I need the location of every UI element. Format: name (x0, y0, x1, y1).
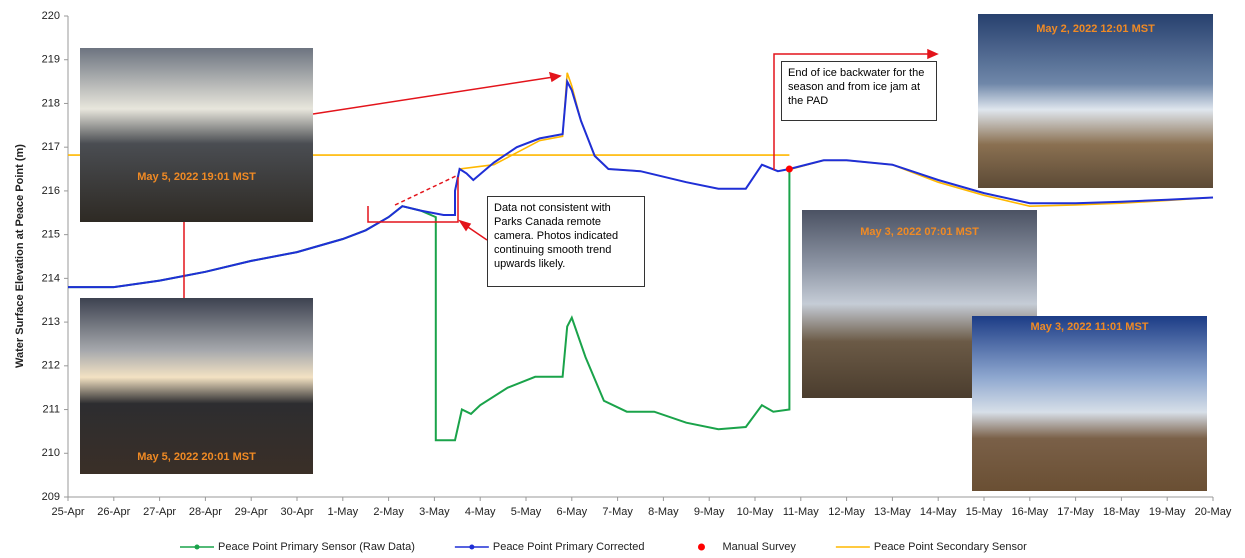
y-tick-label: 211 (42, 403, 60, 415)
legend-label: Peace Point Primary Corrected (493, 541, 645, 553)
photo-caption: May 2, 2022 12:01 MST (1036, 23, 1155, 35)
camera-photo (972, 316, 1207, 491)
x-tick-label: 16-May (1011, 506, 1048, 518)
x-tick-label: 26-Apr (97, 506, 130, 518)
x-tick-label: 17-May (1057, 506, 1094, 518)
y-tick-label: 212 (42, 360, 60, 372)
photo-caption: May 3, 2022 11:01 MST (1030, 321, 1148, 333)
camera-photo (80, 48, 313, 222)
x-tick-label: 28-Apr (189, 506, 222, 518)
x-tick-label: 4-May (465, 506, 496, 518)
x-tick-label: 5-May (511, 506, 542, 518)
x-tick-label: 15-May (966, 506, 1003, 518)
x-tick-label: 20-May (1195, 506, 1232, 518)
x-tick-label: 30-Apr (280, 506, 313, 518)
y-tick-label: 213 (42, 316, 60, 328)
y-tick-label: 209 (42, 491, 60, 503)
y-tick-label: 219 (42, 54, 60, 66)
y-tick-label: 218 (42, 97, 60, 109)
x-tick-label: 7-May (602, 506, 633, 518)
x-tick-label: 14-May (920, 506, 957, 518)
annotation: Data not consistent with Parks Canada re… (487, 196, 645, 287)
legend-marker (697, 543, 705, 551)
x-tick-label: 11-May (783, 506, 819, 518)
annotation: End of ice backwater for the season and … (781, 61, 937, 121)
x-tick-label: 13-May (874, 506, 911, 518)
legend-marker (469, 544, 475, 550)
legend-label: Peace Point Secondary Sensor (874, 541, 1027, 553)
legend-label: Peace Point Primary Sensor (Raw Data) (218, 541, 415, 553)
y-tick-label: 217 (42, 141, 60, 153)
data-point (785, 165, 793, 173)
x-tick-label: 8-May (648, 506, 679, 518)
y-tick-label: 214 (42, 272, 60, 284)
x-tick-label: 10-May (737, 506, 774, 518)
y-axis-title: Water Surface Elevation at Peace Point (… (14, 144, 26, 368)
x-tick-label: 9-May (694, 506, 725, 518)
x-tick-label: 29-Apr (235, 506, 268, 518)
photo-caption: May 5, 2022 19:01 MST (137, 171, 256, 183)
x-tick-label: 2-May (373, 506, 404, 518)
camera-photo (978, 14, 1213, 188)
x-tick-label: 1-May (328, 506, 359, 518)
x-tick-label: 27-Apr (143, 506, 176, 518)
x-tick-label: 3-May (419, 506, 450, 518)
x-tick-label: 18-May (1103, 506, 1140, 518)
legend-marker (194, 544, 200, 550)
x-tick-label: 12-May (828, 506, 865, 518)
annotation-lines (183, 48, 939, 298)
y-tick-label: 216 (42, 185, 60, 197)
photo-caption: May 3, 2022 07:01 MST (860, 226, 979, 238)
photo-caption: May 5, 2022 20:01 MST (137, 451, 256, 463)
legend-label: Manual Survey (722, 541, 796, 553)
x-tick-label: 19-May (1149, 506, 1186, 518)
y-tick-label: 215 (42, 229, 60, 241)
y-tick-label: 220 (42, 10, 60, 22)
series-line (68, 78, 1214, 289)
y-tick-label: 210 (42, 447, 60, 459)
camera-photo (80, 298, 313, 474)
x-tick-label: 6-May (557, 506, 588, 518)
x-tick-label: 25-Apr (51, 506, 84, 518)
